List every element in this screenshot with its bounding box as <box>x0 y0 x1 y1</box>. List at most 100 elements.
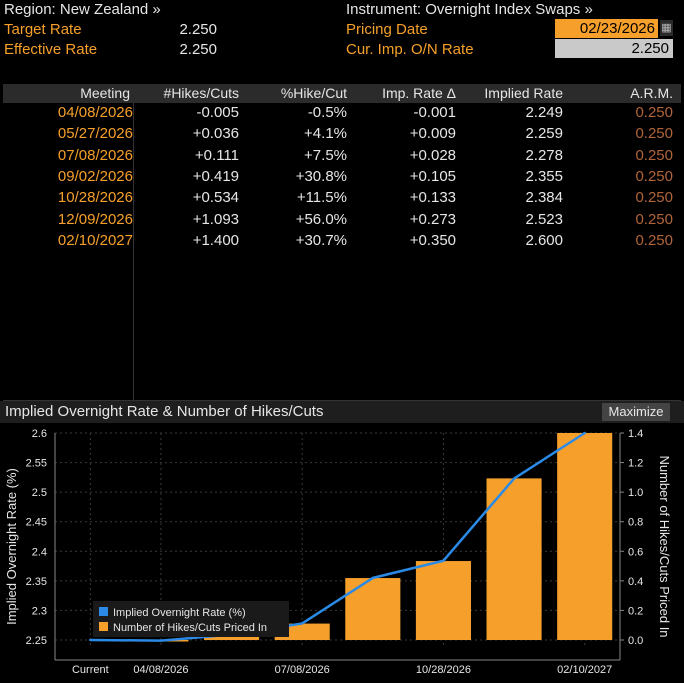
y2-axis-title: Number of Hikes/Cuts Priced In <box>657 455 672 637</box>
col-header-meeting[interactable]: Meeting <box>80 85 130 101</box>
region-selector[interactable]: Region: New Zealand » <box>4 1 161 18</box>
table-cell: +30.8% <box>295 167 347 185</box>
meeting-date-cell[interactable]: 05/27/2026 <box>57 125 133 143</box>
meeting-date-cell[interactable]: 10/28/2026 <box>57 189 133 207</box>
table-header: Meeting #Hikes/Cuts %Hike/Cut Imp. Rate … <box>3 84 681 103</box>
table-cell: +0.350 <box>409 231 456 249</box>
meeting-date-cell[interactable]: 07/08/2026 <box>57 146 133 164</box>
table-cell: 2.259 <box>525 125 563 143</box>
chart-title: Implied Overnight Rate & Number of Hikes… <box>5 403 324 420</box>
cur-imp-rate-field[interactable]: 2.250 <box>555 39 673 58</box>
line-point <box>159 639 163 642</box>
table-cell: 2.384 <box>525 189 563 207</box>
table-cell: 0.250 <box>635 167 673 185</box>
line-point <box>300 622 304 625</box>
maximize-button[interactable]: Maximize <box>602 403 670 421</box>
y-tick-label: 2.3 <box>32 605 47 617</box>
table-cell: 2.523 <box>525 210 563 228</box>
column-divider <box>133 103 134 400</box>
meeting-date-cell[interactable]: 02/10/2027 <box>57 231 133 249</box>
line-point <box>371 576 375 580</box>
table-cell: 2.249 <box>525 104 563 121</box>
y2-tick-label: 0.4 <box>628 576 643 588</box>
y2-tick-label: 1.2 <box>628 458 643 470</box>
table-cell: 0.250 <box>635 146 673 164</box>
legend-box <box>93 601 289 637</box>
implied-rate-line <box>90 431 586 642</box>
x-tick-label: 10/28/2026 <box>416 664 471 676</box>
col-header-implied-rate[interactable]: Implied Rate <box>484 85 563 101</box>
pricing-date-label: Pricing Date <box>346 21 428 38</box>
y-axis-title: Implied Overnight Rate (%) <box>4 468 19 625</box>
line-point <box>89 638 92 642</box>
table-cell: +0.419 <box>192 167 239 185</box>
table-cell: +7.5% <box>304 146 347 164</box>
table-cell: 0.250 <box>635 104 673 121</box>
table-cell: +0.273 <box>409 210 456 228</box>
table-divider <box>3 400 681 401</box>
table-cell: +0.133 <box>409 189 456 207</box>
bar <box>345 578 401 640</box>
table-cell: +0.534 <box>192 189 239 207</box>
table-cell: -0.005 <box>196 104 239 121</box>
instrument-selector[interactable]: Instrument: Overnight Index Swaps » <box>346 1 593 18</box>
legend-label: Number of Hikes/Cuts Priced In <box>113 622 267 634</box>
table-cell: +0.105 <box>409 167 456 185</box>
y2-tick-label: 0.8 <box>628 517 643 529</box>
table-cell: +0.028 <box>409 146 456 164</box>
table-cell: -0.5% <box>307 104 347 121</box>
bars-layer <box>133 433 613 642</box>
table-cell: 0.250 <box>635 189 673 207</box>
legend-swatch <box>99 622 108 631</box>
line-point <box>442 559 445 562</box>
bar <box>486 478 542 640</box>
meeting-date-cell[interactable]: 12/09/2026 <box>57 210 133 228</box>
combo-chart: 2.6 2.55 2.5 2.45 2.4 2.35 2.3 2.25 1.4 1.2 1.0 0.8… <box>0 423 684 683</box>
calendar-icon[interactable]: ▦ <box>660 20 673 36</box>
table-cell: +0.111 <box>194 146 239 164</box>
target-rate-label: Target Rate <box>4 21 82 38</box>
chart-title-bar <box>0 401 684 423</box>
col-header-arm[interactable]: A.R.M. <box>630 85 673 101</box>
line-point <box>583 431 586 435</box>
x-tick-label: 04/08/2026 <box>133 664 188 676</box>
table-cell: 0.250 <box>635 125 673 143</box>
x-tick-label: Current <box>72 664 109 676</box>
x-tick-label: 02/10/2027 <box>557 664 612 676</box>
col-header-hikes-cuts[interactable]: #Hikes/Cuts <box>163 85 239 101</box>
table-cell: +11.5% <box>296 189 347 207</box>
table-cell: +56.0% <box>295 210 347 228</box>
table-cell: +4.1% <box>304 125 347 143</box>
line-point <box>512 477 516 480</box>
table-cell: +0.009 <box>409 125 456 143</box>
y2-tick-label: 0.2 <box>628 605 643 617</box>
table-cell: -0.001 <box>413 104 456 121</box>
meeting-date-cell[interactable]: 04/08/2026 <box>57 104 133 121</box>
table-cell: 0.250 <box>635 210 673 228</box>
col-header-imp-rate-delta[interactable]: Imp. Rate Δ <box>382 85 456 101</box>
table-cell: +30.7% <box>295 231 347 249</box>
table-cell: 0.250 <box>635 231 673 249</box>
meeting-date-cell[interactable]: 09/02/2026 <box>57 167 133 185</box>
line-layer <box>89 431 586 642</box>
legend-label: Implied Overnight Rate (%) <box>113 607 246 619</box>
y-tick-label: 2.4 <box>32 546 47 558</box>
effective-rate-value: 2.250 <box>179 41 217 58</box>
table-cell: +1.400 <box>192 231 239 249</box>
y-tick-label: 2.45 <box>26 517 47 529</box>
bar <box>204 634 260 640</box>
y2-tick-label: 1.0 <box>628 487 643 499</box>
y-tick-label: 2.55 <box>26 458 47 470</box>
y2-tick-label: 0.6 <box>628 546 643 558</box>
y-tick-label: 2.35 <box>26 576 47 588</box>
table-cell: 2.355 <box>525 167 563 185</box>
cur-imp-rate-label: Cur. Imp. O/N Rate <box>346 41 474 58</box>
effective-rate-label: Effective Rate <box>4 41 98 58</box>
y2-tick-label: 1.4 <box>628 428 643 440</box>
col-header-pct-hike-cut[interactable]: %Hike/Cut <box>280 85 347 101</box>
target-rate-value: 2.250 <box>179 21 217 38</box>
pricing-date-field[interactable]: 02/23/2026 <box>555 19 658 38</box>
legend-swatch <box>99 607 108 616</box>
y-tick-label: 2.25 <box>26 635 47 647</box>
bar <box>557 433 613 640</box>
